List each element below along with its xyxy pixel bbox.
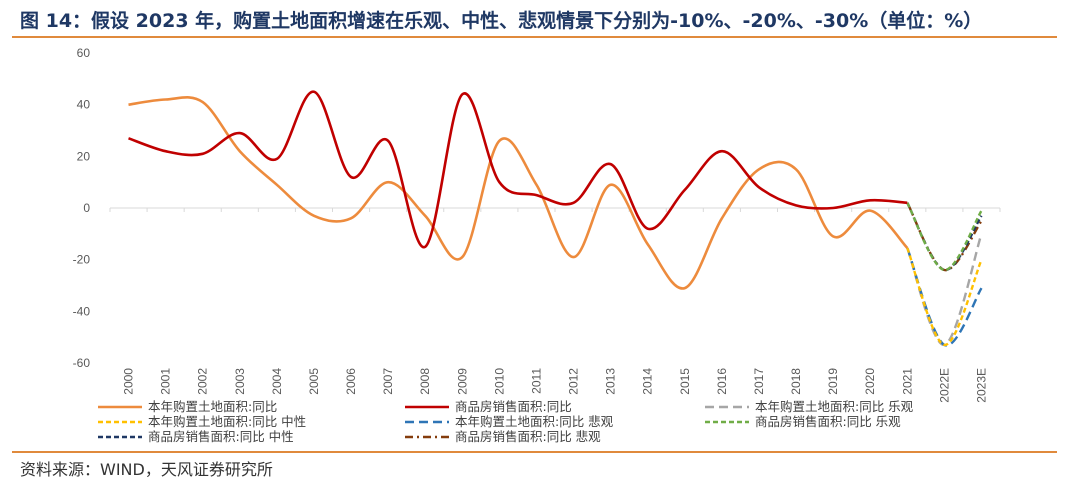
x-tick-label: 2008 bbox=[418, 368, 432, 395]
x-tick-label: 2010 bbox=[492, 368, 506, 395]
legend-label: 商品房销售面积:同比 悲观 bbox=[455, 429, 601, 444]
x-tick-label: 2019 bbox=[826, 368, 840, 395]
x-tick-label: 2018 bbox=[789, 368, 803, 395]
x-tick-label: 2002 bbox=[196, 368, 210, 395]
chart-axes: 60 40 20 0 -20 -40 -60 2000 2001 2002 2003 2004 2005… bbox=[73, 46, 1001, 403]
x-tick-label: 2023E bbox=[974, 368, 988, 403]
legend-label: 本年购置土地面积:同比 中性 bbox=[148, 414, 306, 429]
series-line-sales-optimistic bbox=[906, 202, 983, 272]
series-line-land bbox=[128, 96, 909, 290]
y-tick-label: -40 bbox=[73, 304, 91, 318]
legend-label: 本年购置土地面积:同比 悲观 bbox=[455, 414, 614, 429]
x-tick-label: 2020 bbox=[863, 368, 877, 395]
x-tick-label: 2016 bbox=[715, 368, 729, 395]
x-tick-label: 2000 bbox=[122, 368, 136, 395]
chart-title: 图 14：假设 2023 年，购置土地面积增速在乐观、中性、悲观情景下分别为-1… bbox=[20, 10, 983, 32]
source-note: 资料来源：WIND，天风证券研究所 bbox=[20, 460, 273, 479]
x-tick-label: 2011 bbox=[529, 368, 543, 394]
y-tick-label: 0 bbox=[83, 201, 90, 215]
x-tick-label: 2022E bbox=[937, 368, 951, 403]
x-tick-label: 2005 bbox=[307, 368, 321, 395]
x-tick-label: 2009 bbox=[455, 368, 469, 395]
legend-label: 本年购置土地面积:同比 bbox=[148, 399, 277, 414]
legend-label: 商品房销售面积:同比 中性 bbox=[148, 429, 294, 444]
series-line-land-neutral bbox=[906, 247, 983, 347]
x-tick-label: 2003 bbox=[233, 368, 247, 395]
y-tick-label: -20 bbox=[73, 253, 91, 267]
legend-label: 商品房销售面积:同比 乐观 bbox=[755, 414, 901, 429]
x-tick-label: 2007 bbox=[381, 368, 395, 395]
x-tick-label: 2001 bbox=[159, 368, 173, 395]
series-line-sales bbox=[128, 90, 908, 249]
x-tick-label: 2006 bbox=[344, 368, 358, 395]
line-chart: 60 40 20 0 -20 -40 -60 2000 2001 2002 2003 2004 2005… bbox=[73, 46, 1001, 444]
y-tick-label: 40 bbox=[77, 98, 91, 112]
legend-label: 商品房销售面积:同比 bbox=[455, 399, 572, 414]
x-tick-label: 2015 bbox=[678, 368, 692, 395]
legend-label: 本年购置土地面积:同比 乐观 bbox=[755, 399, 914, 414]
x-tick-label: 2017 bbox=[752, 368, 766, 395]
x-tick-label: 2004 bbox=[270, 368, 284, 395]
title-divider bbox=[12, 36, 1057, 38]
x-tick-label: 2021 bbox=[900, 368, 914, 395]
series-line-land-optimistic bbox=[906, 233, 983, 347]
y-tick-label: -60 bbox=[73, 356, 91, 370]
x-tick-label: 2014 bbox=[641, 368, 655, 395]
y-tick-label: 60 bbox=[77, 46, 91, 60]
x-tick-label: 2013 bbox=[604, 368, 618, 395]
x-tick-label: 2012 bbox=[567, 368, 581, 395]
chart-legend: 本年购置土地面积:同比 商品房销售面积:同比 本年购置土地面积:同比 乐观本年购置土… bbox=[98, 399, 914, 444]
footer-divider bbox=[12, 451, 1057, 453]
y-tick-label: 20 bbox=[77, 149, 91, 163]
chart-series bbox=[128, 90, 983, 347]
